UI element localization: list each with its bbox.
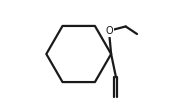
Text: O: O	[105, 26, 113, 36]
